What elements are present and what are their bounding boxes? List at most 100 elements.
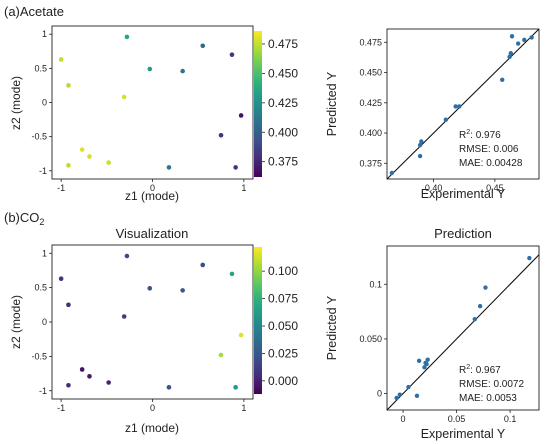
data-point [414,393,420,398]
x-axis-label: Experimental Y [421,427,506,441]
data-point [508,50,514,56]
data-point [472,317,477,322]
data-point [106,380,111,385]
data-point [529,35,534,40]
y-tick-label: -0.5 [31,132,47,142]
x-tick-label: 0 [150,403,155,413]
y-tick-label: 0.450 [359,68,382,78]
x-axis-label: z1 (mode) [125,189,179,203]
y-tick-label: 1 [42,248,47,258]
data-point [66,382,71,388]
data-point [106,160,111,165]
y-tick-label: -0.5 [31,351,47,361]
data-point [147,286,153,291]
chart-title-visualization: Visualization [116,226,189,241]
data-point [477,303,483,309]
x-tick-label: 0.1 [504,414,517,424]
y-tick-label: 0.425 [359,98,382,108]
data-point [422,365,427,370]
data-point [522,37,527,43]
y-tick-label: 0.5 [34,283,47,293]
x-tick-label: 0 [150,183,155,193]
x-tick-label: 0 [401,414,406,424]
y-tick-label: 0 [377,389,382,399]
x-tick-label: -1 [57,403,65,413]
data-point [124,253,130,259]
y-tick-label: 1 [42,29,47,39]
x-axis-label: Experimental Y [421,187,506,201]
data-point [229,52,235,57]
data-point [425,357,430,362]
data-point [406,384,411,390]
colorbar-tick-label: 0.050 [268,319,298,333]
data-point [218,352,224,358]
data-point [457,104,462,109]
x-tick-label: -1 [57,183,65,193]
x-tick-label: 1 [241,183,246,193]
latent-scatter-acetate: -1 0 1 -1 -0.5 0 0.5 1 z1 (mode) z2 (mode) 0.3… [9,25,298,203]
data-point [397,392,403,397]
x-tick-label: 0.05 [448,414,466,424]
data-point [66,163,71,168]
data-point [121,94,127,100]
y-tick-label: 0.375 [359,158,382,168]
y-tick-label: 0 [42,98,47,108]
colorbar-tick-label: 0.100 [268,264,298,278]
data-point [79,367,85,372]
data-point [453,104,458,109]
data-point [147,66,153,72]
reference-line [386,254,540,411]
colorbar-tick-label: 0.400 [268,125,298,139]
reference-line [386,28,540,180]
data-point [166,385,172,390]
data-point [483,285,488,290]
data-point [417,142,423,148]
data-point [424,361,429,367]
parity-plot-acetate: 0.40 0.45 0.375 0.400 0.425 0.450 0.475 Exper… [325,28,540,201]
latent-scatter-co2: -1 0 1 -1 -0.5 0 0.5 1 z1 (mode) z2 (mode) 0.0… [9,244,298,435]
colorbar-tick-label: 0.450 [268,66,298,80]
y-tick-label: -1 [39,166,47,176]
r2-stat: R2: 0.976 [459,129,501,141]
data-point [238,332,244,338]
y-tick-label: 0.5 [34,63,47,73]
x-tick-label: 0.40 [425,183,443,193]
y-tick-label: 0.1 [369,279,382,289]
data-point [500,77,505,83]
data-point [66,83,71,88]
data-point [58,276,64,281]
data-point [200,43,206,49]
data-point [416,358,422,363]
data-point [58,57,64,62]
colorbar [254,31,262,177]
y-tick-label: 0.400 [359,128,382,138]
panel-b-label: (b)CO2 [4,210,44,227]
chart-title-prediction: Prediction [434,226,492,241]
colorbar-tick-label: 0.075 [268,292,298,306]
data-point [87,374,92,379]
colorbar-tick-label: 0.000 [268,374,298,388]
y-tick-label: 0.475 [359,37,382,47]
colorbar-tick-label: 0.025 [268,346,298,360]
data-point [238,113,244,118]
data-point [419,139,424,144]
plot-frame [51,244,254,400]
data-point [121,314,127,319]
colorbar-tick-label: 0.375 [268,155,298,169]
data-point [180,288,185,293]
mae-stat: MAE: 0.00428 [459,158,523,169]
x-tick-label: 0.45 [486,183,504,193]
data-point [229,271,235,277]
r2-stat: R2: 0.967 [459,364,501,376]
plot-frame [51,25,254,180]
y-tick-label: 0.050 [359,334,382,344]
data-point [515,41,521,46]
plot-frame [386,28,540,180]
mae-stat: MAE: 0.0053 [459,393,517,404]
data-point [218,132,224,138]
colorbar-tick-label: 0.425 [268,96,298,110]
data-point [66,302,71,308]
y-axis-label: z2 (mode) [9,295,23,349]
y-axis-label: Predicted Y [325,71,339,136]
